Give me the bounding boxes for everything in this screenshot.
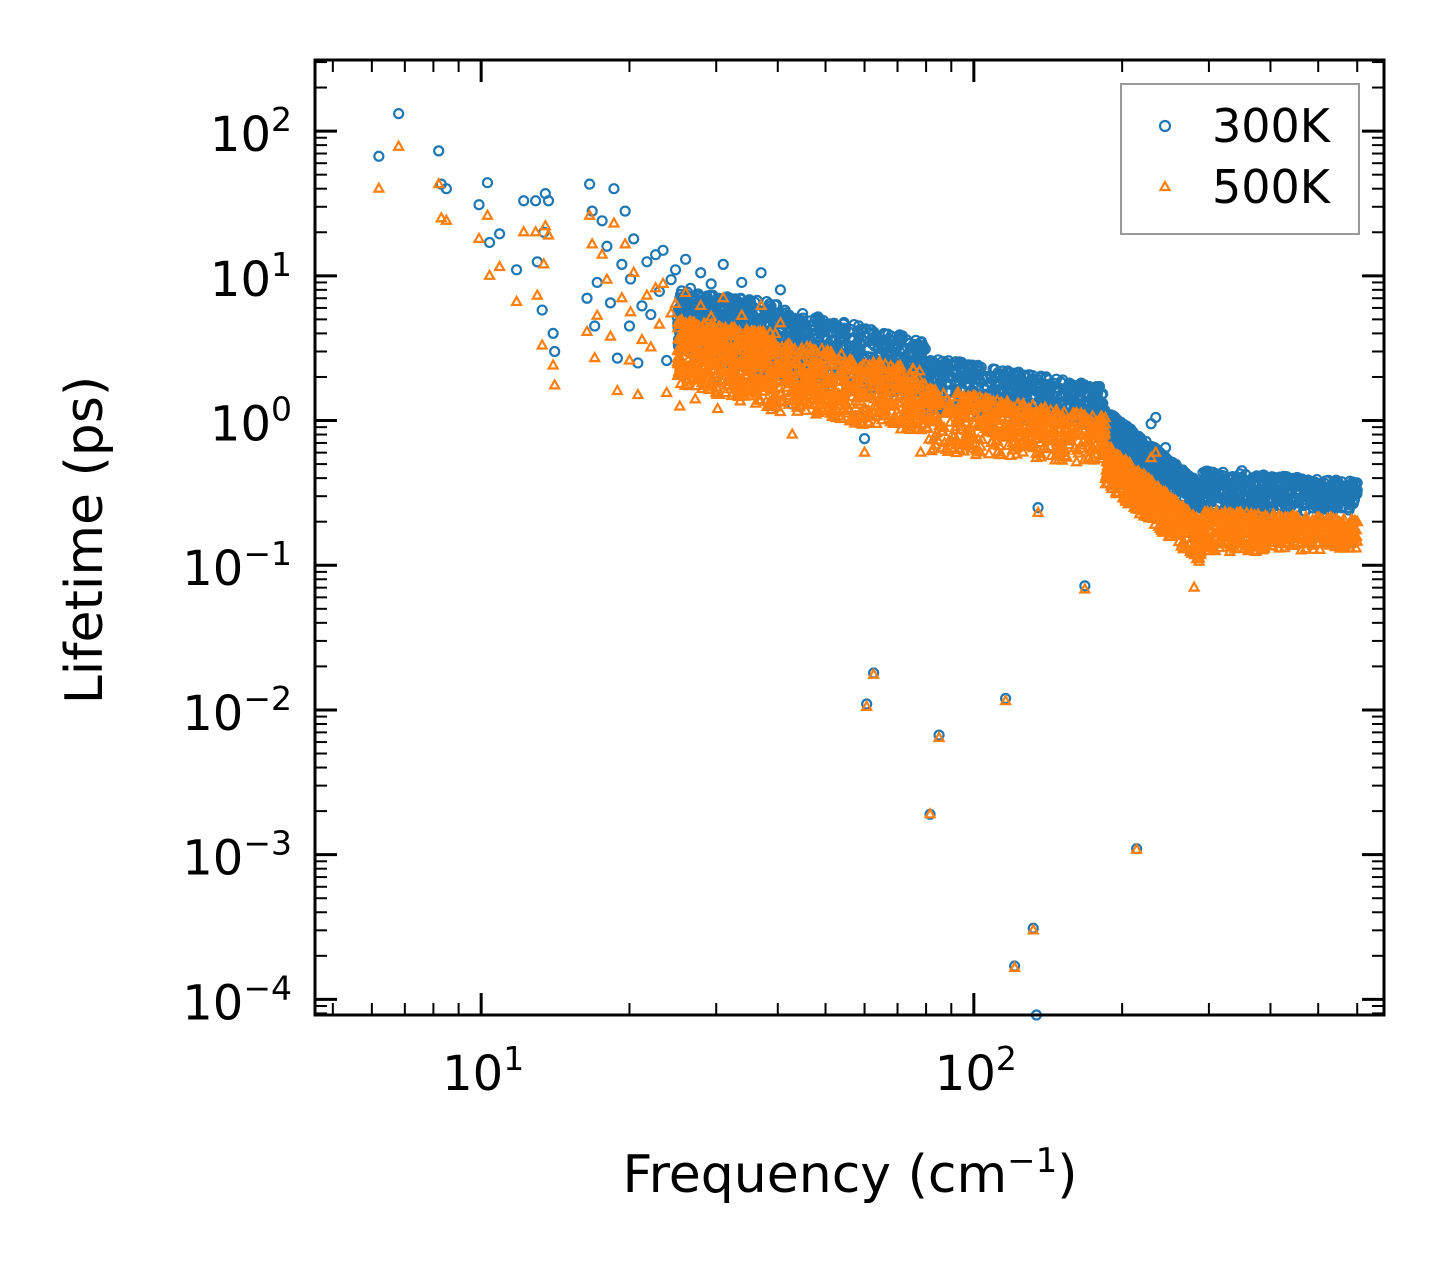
data-point-300K-band [785,313,797,325]
data-point-300K-band [848,318,860,331]
data-point-300K-band [916,344,928,356]
data-point-300K-band [853,320,865,332]
data-point-300K-band [1033,378,1046,390]
data-point-300K-band [1036,390,1049,402]
data-point-300K-band [1075,377,1087,389]
data-point-300K-band [1165,467,1177,479]
data-point-300K-band [880,347,892,360]
data-point-300K-band [1144,462,1156,474]
data-point-300K-band [1152,468,1165,480]
data-point-300K-band [1133,430,1145,442]
data-point-300K-band [1020,378,1032,390]
data-layer [372,108,1364,1021]
data-point-300K-band [897,345,909,357]
data-point-300K-band [1068,388,1080,400]
data-point-300K-band [920,366,933,379]
data-point-300K-band [1055,376,1067,388]
data-point-300K-band [863,327,875,340]
data-point-300K-band [743,297,755,309]
data-point-300K-band [788,324,801,337]
data-point-300K-band [1181,483,1193,495]
data-point-300K-band [936,355,949,367]
data-point-300K-band [838,325,850,338]
series-500K-band-4 [1195,504,1364,556]
data-point-300K-band [972,359,984,372]
data-point-300K-band [895,330,907,343]
data-point-300K-band [828,327,840,339]
data-point-300K-band [1164,472,1177,484]
data-point-300K-band [991,377,1004,389]
data-point-300K-band [883,333,895,345]
data-point-300K-band [1000,366,1013,378]
data-point-300K-band [1003,379,1015,392]
data-point-300K-band [724,297,736,309]
data-point-300K-band [973,373,985,385]
data-point-300K-band [1082,387,1095,399]
data-point-300K-band [1010,373,1023,386]
data-point-300K-band [1122,445,1134,457]
data-point-300K-band [1089,398,1102,410]
data-point-300K-band [1040,372,1053,384]
data-point-300K-band [925,358,937,370]
data-point-300K-band [855,339,867,351]
data-point-300K-band [709,300,721,312]
data-point-300K-band [866,337,878,350]
data-point-300K-band [1106,409,1119,422]
data-point-300K-band [1170,458,1182,471]
data-point-300K-band [1027,369,1039,382]
data-point-300K-band [1119,419,1131,431]
data-point-300K-band [689,294,701,306]
data-point-300K-band [899,350,912,363]
data-point-300K-band [717,310,729,323]
data-point-300K-band [1042,389,1054,401]
data-point-300K-band [980,371,992,383]
data-point-300K-band [939,368,951,381]
data-point-300K-band [1167,461,1179,473]
data-point-300K-band [953,358,965,370]
data-point-300K-band [795,323,807,335]
